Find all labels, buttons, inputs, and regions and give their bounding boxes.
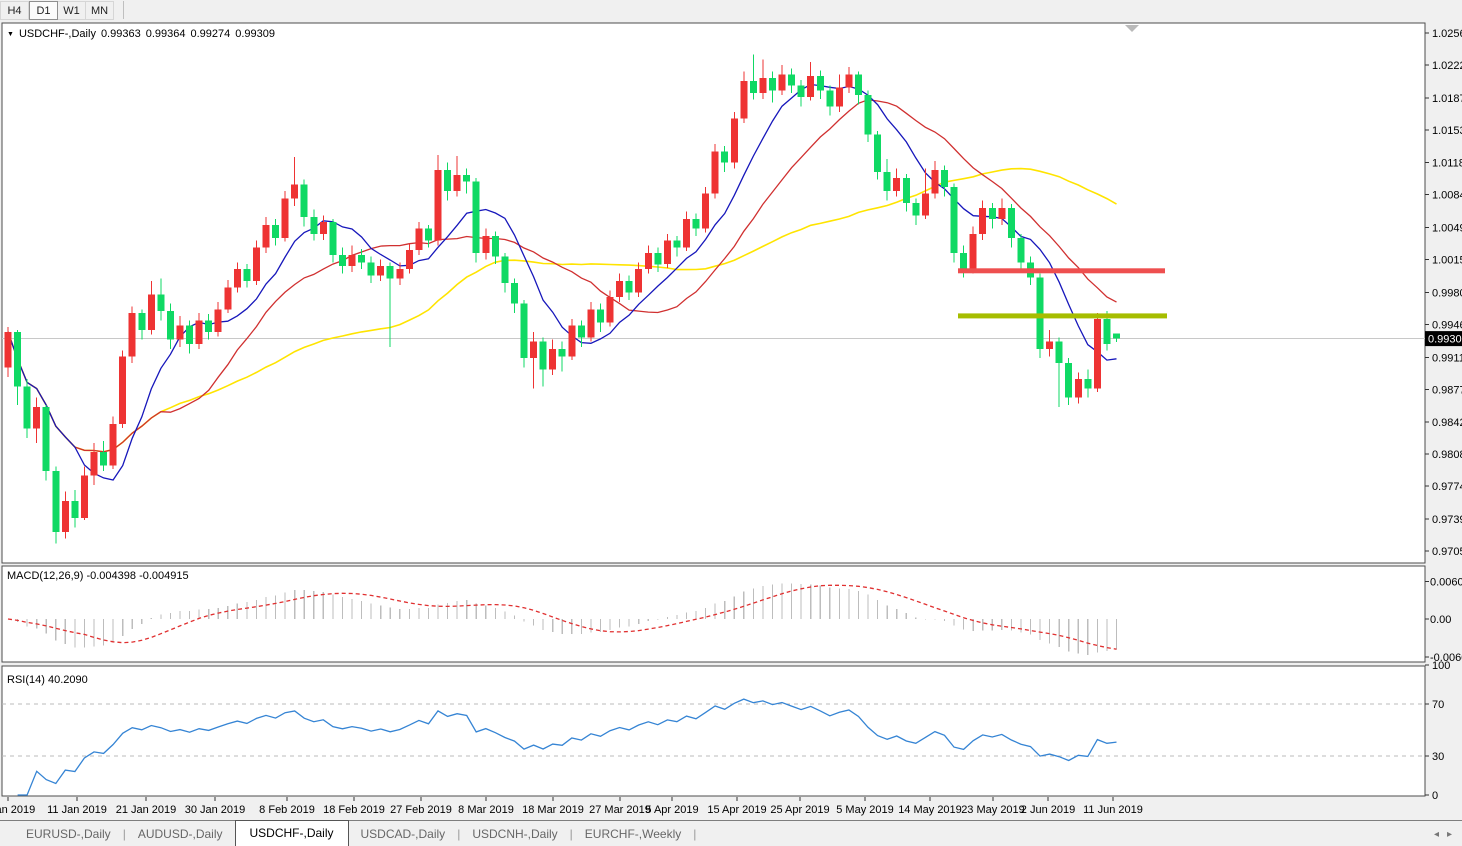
date-axis-label: 11 Jan 2019 bbox=[47, 804, 107, 816]
date-axis-label: 2 Jan 2019 bbox=[0, 804, 35, 816]
price-axis-label: 0.98770 bbox=[1432, 384, 1462, 396]
price-axis-label: 1.01530 bbox=[1432, 125, 1462, 137]
timeframe-button-h4[interactable]: H4 bbox=[0, 1, 29, 20]
tab-usdcnh-daily[interactable]: USDCNH-,Daily bbox=[472, 827, 558, 841]
date-axis-label: 18 Mar 2019 bbox=[522, 804, 584, 816]
date-axis-label: 23 May 2019 bbox=[961, 804, 1025, 816]
price-axis: 1.02560 1.02220 1.01870 1.01530 1.01180 1.008… bbox=[1425, 28, 1462, 558]
tab-eurusd-daily[interactable]: EURUSD-,Daily bbox=[26, 827, 111, 841]
price-axis-label: 1.01870 bbox=[1432, 93, 1462, 105]
current-price-badge: 0.99309 bbox=[1425, 331, 1462, 347]
price-axis-label: 1.02220 bbox=[1432, 60, 1462, 72]
macd-axis: 0.006058 0.00 -0.006096 bbox=[1425, 576, 1462, 664]
tab-eurchf-weekly[interactable]: EURCHF-,Weekly bbox=[584, 827, 682, 841]
price-axis-label: 1.00150 bbox=[1432, 255, 1462, 267]
price-axis-label: 1.00840 bbox=[1432, 190, 1462, 202]
date-axis-label: 5 May 2019 bbox=[836, 804, 893, 816]
price-axis-label: 0.99460 bbox=[1432, 319, 1462, 331]
tab-scrollbar: ◂ ▸ bbox=[1434, 829, 1462, 840]
date-axis-label: 8 Feb 2019 bbox=[259, 804, 315, 816]
date-axis-label: 27 Mar 2019 bbox=[589, 804, 651, 816]
macd-signal-line bbox=[7, 584, 1117, 650]
price-axis-label: 0.97390 bbox=[1432, 514, 1462, 526]
rsi-line bbox=[17, 698, 1117, 796]
timeframe-button-w1[interactable]: W1 bbox=[58, 1, 86, 20]
date-axis-label: 5 Apr 2019 bbox=[645, 804, 698, 816]
date-axis-label: 18 Feb 2019 bbox=[323, 804, 385, 816]
tab-separator: | bbox=[569, 827, 573, 841]
tab-separator: | bbox=[457, 827, 461, 841]
date-axis: 2 Jan 2019 11 Jan 2019 21 Jan 2019 30 Jan 2… bbox=[0, 797, 1143, 816]
rsi-axis-label: 30 bbox=[1432, 751, 1444, 763]
price-axis-label: 0.99800 bbox=[1432, 287, 1462, 299]
price-axis-label: 0.97740 bbox=[1432, 481, 1462, 493]
macd-axis-label: 0.00 bbox=[1430, 614, 1451, 626]
tab-scroll-left-button[interactable]: ◂ bbox=[1433, 828, 1439, 840]
price-axis-label: 0.97050 bbox=[1432, 546, 1462, 558]
price-axis-label: 0.98420 bbox=[1432, 417, 1462, 429]
date-axis-label: 30 Jan 2019 bbox=[185, 804, 246, 816]
date-axis-label: 21 Jan 2019 bbox=[116, 804, 177, 816]
date-axis-label: 2 Jun 2019 bbox=[1021, 804, 1075, 816]
scroll-marker-icon bbox=[1125, 25, 1139, 32]
rsi-axis-label: 100 bbox=[1432, 660, 1450, 672]
price-axis-label: 1.00490 bbox=[1432, 223, 1462, 235]
rsi-axis: 100 70 30 0 bbox=[1425, 660, 1450, 802]
toolbar-separator bbox=[123, 1, 124, 19]
rsi-axis-label: 0 bbox=[1432, 790, 1438, 802]
macd-axis-label: 0.006058 bbox=[1430, 576, 1462, 588]
tab-audusd-daily[interactable]: AUDUSD-,Daily bbox=[137, 827, 223, 841]
date-axis-label: 25 Apr 2019 bbox=[770, 804, 829, 816]
date-axis-label: 8 Mar 2019 bbox=[458, 804, 514, 816]
tab-usdcad-daily[interactable]: USDCAD-,Daily bbox=[360, 827, 446, 841]
tab-separator: | bbox=[122, 827, 126, 841]
chart-tab-bar: EURUSD-,Daily | AUDUSD-,Daily USDCHF-,Da… bbox=[0, 819, 1462, 846]
svg-text:0.99309: 0.99309 bbox=[1428, 334, 1462, 346]
timeframe-button-mn[interactable]: MN bbox=[86, 1, 114, 20]
rsi-axis-label: 70 bbox=[1432, 699, 1444, 711]
tab-usdchf-daily[interactable]: USDCHF-,Daily bbox=[234, 819, 349, 846]
support-line-olive[interactable] bbox=[958, 313, 1167, 319]
date-axis-label: 15 Apr 2019 bbox=[707, 804, 766, 816]
resistance-line-red[interactable] bbox=[958, 268, 1165, 274]
timeframe-toolbar: H4 D1 W1 MN bbox=[0, 0, 1462, 21]
chart-canvas[interactable]: 1.02560 1.02220 1.01870 1.01530 1.01180 1.008… bbox=[0, 0, 1462, 820]
date-axis-label: 14 May 2019 bbox=[898, 804, 962, 816]
tab-separator: | bbox=[693, 827, 697, 841]
timeframe-button-d1[interactable]: D1 bbox=[29, 1, 58, 20]
date-axis-label: 27 Feb 2019 bbox=[390, 804, 452, 816]
price-axis-label: 1.02560 bbox=[1432, 28, 1462, 40]
rsi-level-lines bbox=[2, 703, 1425, 757]
date-axis-label: 11 Jun 2019 bbox=[1083, 804, 1143, 816]
macd-axis-label: -0.006096 bbox=[1430, 652, 1462, 664]
tab-scroll-right-button[interactable]: ▸ bbox=[1446, 828, 1452, 840]
price-axis-label: 0.98080 bbox=[1432, 449, 1462, 461]
price-axis-label: 1.01180 bbox=[1432, 158, 1462, 170]
ma-mid-red-line bbox=[7, 99, 1117, 453]
